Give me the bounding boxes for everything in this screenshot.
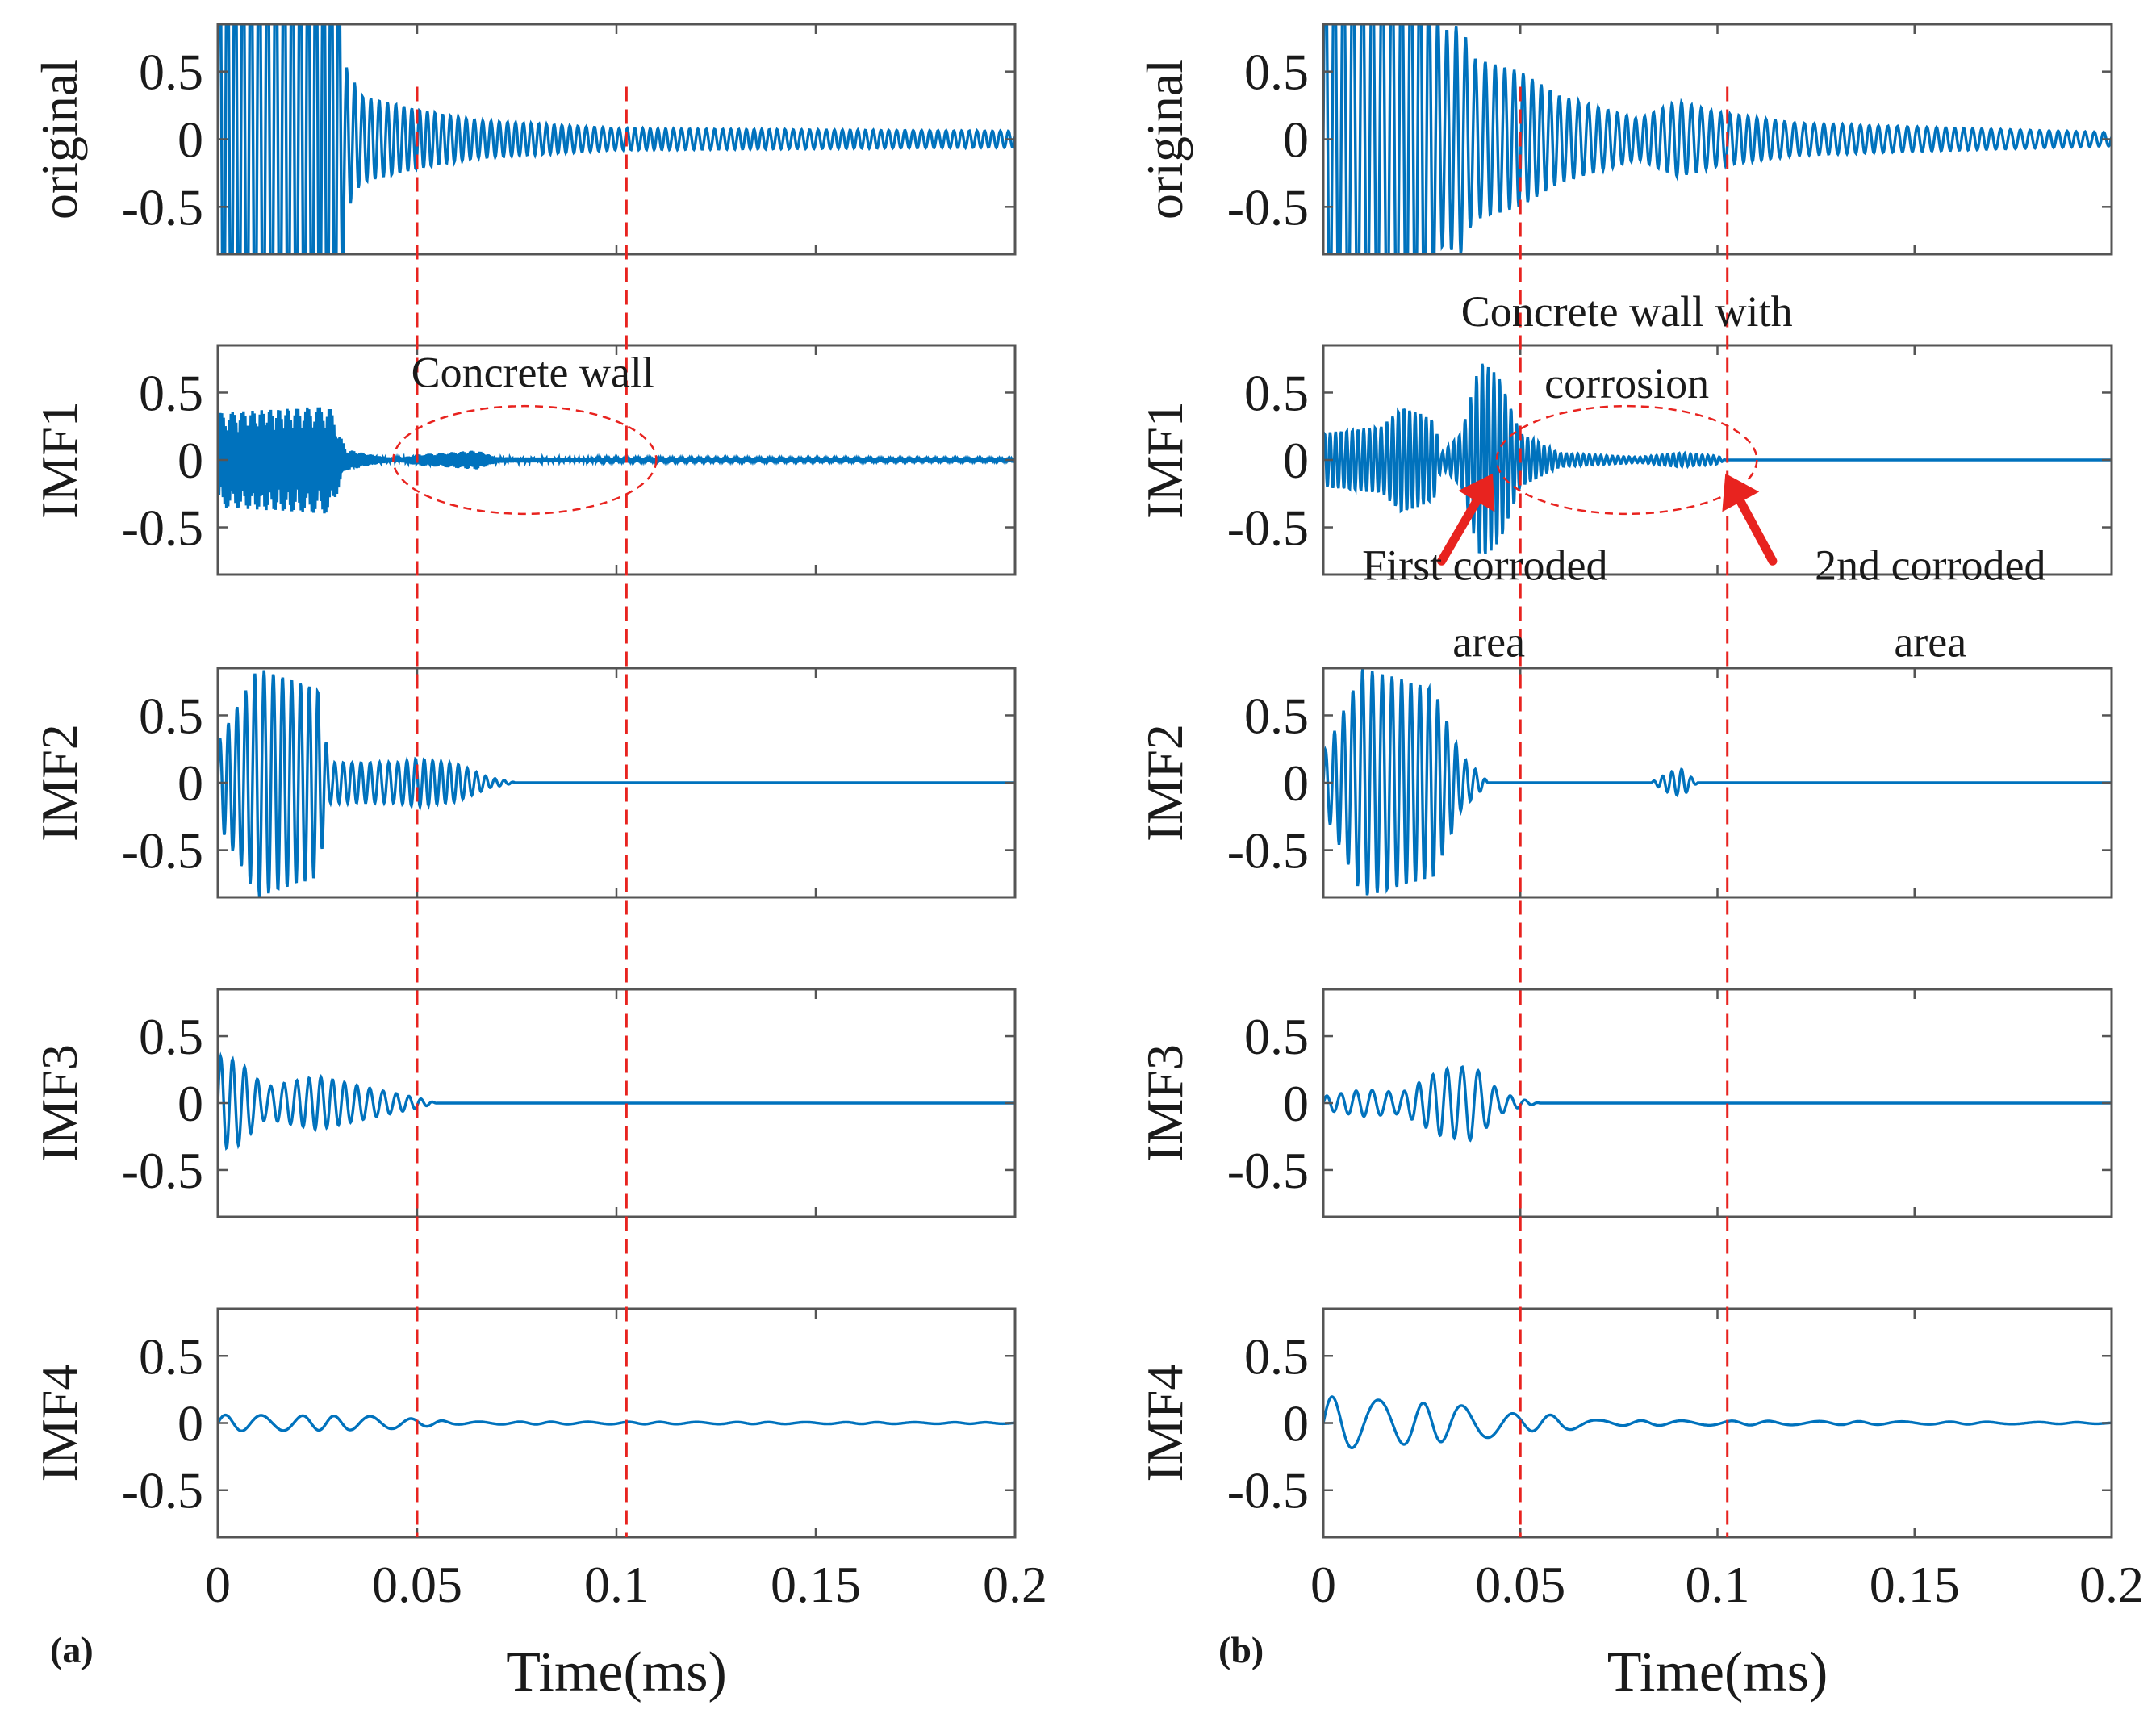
row-label-original: original <box>1136 59 1193 219</box>
x-tick-label: 0.2 <box>983 1556 1047 1613</box>
x-axis-label: Time(ms) <box>506 1641 727 1703</box>
y-tick-label: 0.5 <box>139 364 203 421</box>
x-tick-label: 0.05 <box>372 1556 462 1613</box>
y-tick-label: 0 <box>1283 1075 1309 1132</box>
subplot-imf4: 0.5 0 -0.5 IMF4 <box>1136 1307 2113 1539</box>
y-tick-label: -0.5 <box>122 178 203 236</box>
subplot-imf4: 0.5 0 -0.5 IMF4 <box>31 1307 1017 1539</box>
corrosion-arrow <box>1736 497 1778 566</box>
y-tick-label: 0.5 <box>139 44 203 101</box>
subplot-imf3: 0.5 0 -0.5 IMF3 <box>1136 988 2113 1218</box>
arrow-head <box>1458 473 1495 512</box>
corrosion-arrow <box>1437 496 1481 566</box>
signal-line <box>1323 363 2112 554</box>
y-tick-label: 0 <box>178 1395 203 1452</box>
y-tick-label: 0.5 <box>1244 1327 1309 1385</box>
y-tick-label: 0.5 <box>139 1008 203 1065</box>
annotation-text: area <box>1894 618 1966 667</box>
signal-line <box>218 24 1015 254</box>
y-tick-label: 0 <box>1283 111 1309 169</box>
x-axis-label: Time(ms) <box>1607 1641 1828 1703</box>
y-tick-label: -0.5 <box>1227 1142 1309 1199</box>
annotation-text: Concrete wall with <box>1461 287 1793 336</box>
signal-line <box>218 407 1015 514</box>
annotation-text: Concrete wall <box>412 348 654 396</box>
y-tick-label: 0 <box>178 111 203 169</box>
y-tick-label: -0.5 <box>122 1142 203 1199</box>
signal-line <box>1323 24 2112 254</box>
subplot-imf2: 0.5 0 -0.5 IMF2 <box>1136 667 2113 899</box>
y-tick-label: -0.5 <box>122 1462 203 1519</box>
arrow-head <box>1722 473 1760 512</box>
row-label-imf1: IMF1 <box>1136 401 1193 519</box>
row-label-imf2: IMF2 <box>1136 724 1193 842</box>
row-label-imf2: IMF2 <box>31 724 88 842</box>
x-tick-label: 0.05 <box>1475 1556 1565 1613</box>
y-tick-label: -0.5 <box>1227 1462 1309 1519</box>
x-tick-label: 0.2 <box>2079 1556 2144 1613</box>
annotation-text: area <box>1452 618 1525 667</box>
y-tick-label: 0.5 <box>1244 44 1309 101</box>
y-tick-label: 0 <box>178 1075 203 1132</box>
x-tick-label: 0.1 <box>1686 1556 1750 1613</box>
y-tick-label: 0 <box>1283 432 1309 489</box>
y-tick-label: -0.5 <box>122 499 203 557</box>
y-tick-label: 0 <box>1283 754 1309 812</box>
subplot-original: 0.5 0 -0.5 original <box>31 23 1017 256</box>
x-tick-label: 0.15 <box>1870 1556 1960 1613</box>
subplot-imf3: 0.5 0 -0.5 IMF3 <box>31 988 1017 1218</box>
x-tick-label: 0 <box>205 1556 231 1613</box>
panel-letter: (b) <box>1218 1629 1264 1670</box>
signal-line <box>218 1051 1015 1151</box>
subplot-original: 0.5 0 -0.5 original <box>1136 23 2113 256</box>
panel-b: 0.50-0.5original0.50-0.5IMF10.50-0.5IMF2… <box>1136 23 2144 1703</box>
y-tick-label: -0.5 <box>1227 822 1309 880</box>
subplot-imf1: 0.5 0 -0.5 IMF1 <box>31 344 1017 576</box>
row-label-imf4: IMF4 <box>1136 1365 1193 1482</box>
annotation-text: corrosion <box>1544 359 1709 408</box>
signal-line <box>1323 1395 2112 1450</box>
signal-line <box>218 1413 1015 1432</box>
subplot-imf1: 0.5 0 -0.5 IMF1 <box>1136 344 2113 576</box>
row-label-imf1: IMF1 <box>31 401 88 519</box>
panel-letter: (a) <box>50 1629 94 1670</box>
row-label-imf4: IMF4 <box>31 1365 88 1482</box>
row-label-imf3: IMF3 <box>31 1044 88 1162</box>
y-tick-label: 0 <box>178 432 203 489</box>
x-tick-label: 0.15 <box>771 1556 861 1613</box>
signal-line <box>1323 668 2112 896</box>
panel-a: 0.50-0.5original0.50-0.5IMF10.50-0.5IMF2… <box>31 23 1047 1703</box>
signal-line <box>1323 1064 2112 1143</box>
y-tick-label: 0 <box>178 754 203 812</box>
y-tick-label: 0.5 <box>139 1327 203 1385</box>
y-tick-label: 0.5 <box>1244 364 1309 421</box>
annotation-text: First corroded <box>1362 541 1607 589</box>
y-tick-label: 0.5 <box>1244 1008 1309 1065</box>
y-tick-label: -0.5 <box>1227 499 1309 557</box>
annotation-text: 2nd corroded <box>1815 541 2045 589</box>
x-tick-label: 0.1 <box>584 1556 649 1613</box>
row-label-original: original <box>31 59 88 219</box>
x-tick-label: 0 <box>1310 1556 1336 1613</box>
y-tick-label: -0.5 <box>1227 178 1309 236</box>
y-tick-label: 0 <box>1283 1395 1309 1452</box>
region-ellipse <box>392 404 658 516</box>
subplot-imf2: 0.5 0 -0.5 IMF2 <box>31 667 1017 899</box>
y-tick-label: 0.5 <box>1244 687 1309 744</box>
y-tick-label: 0.5 <box>139 687 203 744</box>
y-tick-label: -0.5 <box>122 822 203 880</box>
signal-line <box>218 670 1015 897</box>
region-ellipse <box>1495 404 1758 516</box>
row-label-imf3: IMF3 <box>1136 1044 1193 1162</box>
